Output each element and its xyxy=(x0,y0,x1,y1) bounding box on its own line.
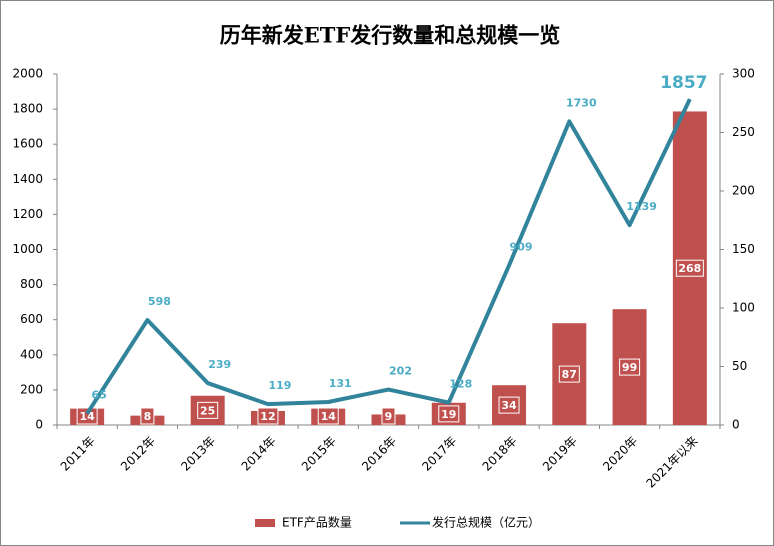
y-tick-label: 1000 xyxy=(12,242,43,256)
line-label: 1730 xyxy=(566,96,597,109)
line-label: 1139 xyxy=(626,200,657,213)
bar-label: 12 xyxy=(260,410,275,423)
bar-label: 9 xyxy=(385,410,393,423)
y-tick-label: 800 xyxy=(20,277,43,291)
y2-tick-label: 100 xyxy=(732,301,755,315)
bar-label-box xyxy=(675,259,704,277)
bar-label: 87 xyxy=(562,368,577,381)
chart-title: 历年新发ETF发行数量和总规模一览 xyxy=(220,23,561,48)
bar-label-box xyxy=(438,405,460,423)
bar-label: 8 xyxy=(144,410,152,423)
legend-swatch xyxy=(255,519,275,527)
bar-label-box xyxy=(558,365,580,383)
legend-label: 发行总规模（亿元） xyxy=(432,515,540,530)
y-tick-label: 200 xyxy=(20,382,43,396)
bar-label-box xyxy=(381,407,396,425)
bar-label-box xyxy=(257,407,279,425)
line-label: 239 xyxy=(208,358,231,371)
bar-label-box xyxy=(197,401,219,419)
bar-label: 19 xyxy=(441,408,456,421)
line-label: 65 xyxy=(91,389,106,402)
bar-label: 25 xyxy=(200,404,215,417)
line xyxy=(85,98,692,415)
line-label: 131 xyxy=(329,377,352,390)
y2-tick-label: 300 xyxy=(732,67,755,81)
y-tick-label: 600 xyxy=(20,312,43,326)
y-tick-label: 0 xyxy=(35,418,43,432)
y-tick-label: 1400 xyxy=(12,172,43,186)
y-tick-label: 2000 xyxy=(12,67,43,81)
line-label: 909 xyxy=(510,240,533,253)
bar-label: 14 xyxy=(321,410,337,423)
legend-label: ETF产品数量 xyxy=(282,515,352,530)
bar-label: 34 xyxy=(501,399,517,412)
line-label: 598 xyxy=(148,295,171,308)
y-tick-label: 1600 xyxy=(12,137,43,151)
bar-label: 268 xyxy=(678,262,701,275)
bar-label-box xyxy=(619,358,641,376)
y-tick-label: 1800 xyxy=(12,102,43,116)
bar-label-box xyxy=(498,396,520,414)
bar-label-box xyxy=(317,407,339,425)
line-label: 1857 xyxy=(660,73,707,93)
bar-label: 99 xyxy=(622,361,637,374)
y-tick-label: 1200 xyxy=(12,207,43,221)
y-tick-label: 400 xyxy=(20,347,43,361)
line-label: 202 xyxy=(389,365,412,378)
y2-tick-label: 0 xyxy=(732,418,740,432)
line-label: 119 xyxy=(268,379,291,392)
bar-label: 14 xyxy=(79,410,95,423)
y2-tick-label: 50 xyxy=(732,359,747,373)
bar-label-box xyxy=(140,407,155,425)
y2-tick-label: 250 xyxy=(732,125,755,139)
bar-label-box xyxy=(76,407,98,425)
y2-tick-label: 150 xyxy=(732,242,755,256)
line-label: 128 xyxy=(449,378,472,391)
y2-tick-label: 200 xyxy=(732,184,755,198)
